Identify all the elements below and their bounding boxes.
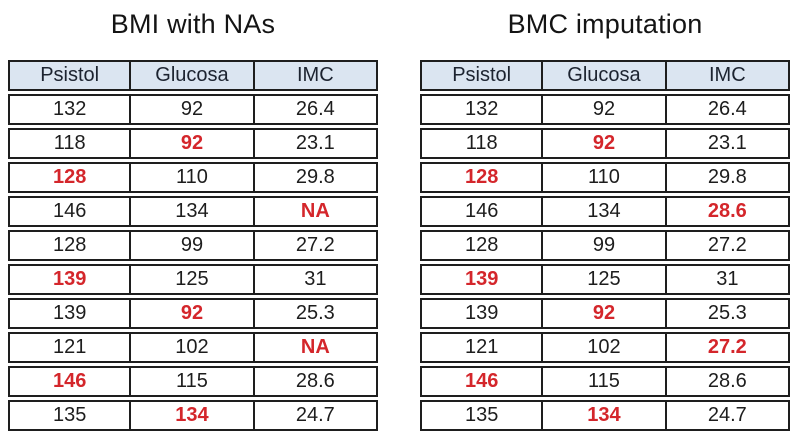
table-cell: 99 bbox=[131, 229, 255, 261]
table-panel-right: BMC imputation Psistol Glucosa IMC 132 92 26.… bbox=[420, 4, 790, 434]
table-cell: 121 bbox=[8, 331, 132, 363]
table-cell: 125 bbox=[543, 263, 667, 295]
table-row: 139 125 31 bbox=[420, 263, 790, 295]
highlighted-cell: 146 bbox=[8, 365, 132, 397]
table-cell: 92 bbox=[543, 93, 667, 125]
highlighted-cell: 27.2 bbox=[666, 331, 790, 363]
highlighted-cell: 128 bbox=[420, 161, 544, 193]
highlighted-cell: 92 bbox=[543, 297, 667, 329]
highlighted-cell: 139 bbox=[8, 263, 132, 295]
column-header: Psistol bbox=[8, 59, 132, 91]
table-cell: 128 bbox=[8, 229, 132, 261]
table-cell: 135 bbox=[420, 399, 544, 431]
highlighted-cell: 134 bbox=[131, 399, 255, 431]
table-row: 128 110 29.8 bbox=[420, 161, 790, 193]
table-cell: 31 bbox=[254, 263, 378, 295]
table-row: 128 99 27.2 bbox=[420, 229, 790, 261]
table-cell: 23.1 bbox=[254, 127, 378, 159]
highlighted-cell: 134 bbox=[543, 399, 667, 431]
highlighted-cell: 92 bbox=[543, 127, 667, 159]
table-cell: 110 bbox=[131, 161, 255, 193]
data-table-right: Psistol Glucosa IMC 132 92 26.4 118 92 23.1 128 11… bbox=[420, 57, 790, 434]
table-cell: 92 bbox=[131, 93, 255, 125]
column-header: Psistol bbox=[420, 59, 544, 91]
highlighted-cell: 139 bbox=[420, 263, 544, 295]
table-cell: 31 bbox=[666, 263, 790, 295]
table-cell: 28.6 bbox=[666, 365, 790, 397]
highlighted-cell: NA bbox=[254, 331, 378, 363]
table-cell: 118 bbox=[420, 127, 544, 159]
table-cell: 132 bbox=[420, 93, 544, 125]
table-row: 135 134 24.7 bbox=[8, 399, 378, 431]
table-cell: 102 bbox=[543, 331, 667, 363]
column-header: IMC bbox=[666, 59, 790, 91]
table-cell: 121 bbox=[420, 331, 544, 363]
table-cell: 99 bbox=[543, 229, 667, 261]
table-cell: 134 bbox=[131, 195, 255, 227]
table-row: 121 102 NA bbox=[8, 331, 378, 363]
table-cell: 132 bbox=[8, 93, 132, 125]
table-cell: 25.3 bbox=[254, 297, 378, 329]
table-panel-left: BMI with NAs Psistol Glucosa IMC 132 92 26.4 1… bbox=[8, 4, 378, 434]
table-row: 139 92 25.3 bbox=[8, 297, 378, 329]
header-row: Psistol Glucosa IMC bbox=[420, 59, 790, 91]
header-row: Psistol Glucosa IMC bbox=[8, 59, 378, 91]
table-cell: 134 bbox=[543, 195, 667, 227]
table-row: 139 125 31 bbox=[8, 263, 378, 295]
data-table-left: Psistol Glucosa IMC 132 92 26.4 118 92 23.1 128 11… bbox=[8, 57, 378, 434]
table-cell: 24.7 bbox=[254, 399, 378, 431]
table-cell: 115 bbox=[131, 365, 255, 397]
table-cell: 29.8 bbox=[666, 161, 790, 193]
table-row: 128 99 27.2 bbox=[8, 229, 378, 261]
table-cell: 139 bbox=[420, 297, 544, 329]
table-cell: 23.1 bbox=[666, 127, 790, 159]
table-cell: 24.7 bbox=[666, 399, 790, 431]
column-header: IMC bbox=[254, 59, 378, 91]
table-row: 146 134 NA bbox=[8, 195, 378, 227]
table-row: 118 92 23.1 bbox=[8, 127, 378, 159]
highlighted-cell: 92 bbox=[131, 127, 255, 159]
table-cell: 128 bbox=[420, 229, 544, 261]
table-row: 118 92 23.1 bbox=[420, 127, 790, 159]
table-title-left: BMI with NAs bbox=[110, 9, 276, 39]
table-row: 146 134 28.6 bbox=[420, 195, 790, 227]
column-header: Glucosa bbox=[131, 59, 255, 91]
table-cell: 135 bbox=[8, 399, 132, 431]
table-row: 146 115 28.6 bbox=[8, 365, 378, 397]
table-row: 121 102 27.2 bbox=[420, 331, 790, 363]
table-cell: 125 bbox=[131, 263, 255, 295]
highlighted-cell: NA bbox=[254, 195, 378, 227]
table-cell: 146 bbox=[8, 195, 132, 227]
table-cell: 27.2 bbox=[254, 229, 378, 261]
table-cell: 110 bbox=[543, 161, 667, 193]
table-row: 135 134 24.7 bbox=[420, 399, 790, 431]
table-cell: 26.4 bbox=[666, 93, 790, 125]
table-row: 146 115 28.6 bbox=[420, 365, 790, 397]
table-row: 139 92 25.3 bbox=[420, 297, 790, 329]
table-cell: 115 bbox=[543, 365, 667, 397]
table-cell: 28.6 bbox=[254, 365, 378, 397]
table-cell: 139 bbox=[8, 297, 132, 329]
table-cell: 25.3 bbox=[666, 297, 790, 329]
highlighted-cell: 28.6 bbox=[666, 195, 790, 227]
highlighted-cell: 92 bbox=[131, 297, 255, 329]
table-cell: 26.4 bbox=[254, 93, 378, 125]
table-cell: 29.8 bbox=[254, 161, 378, 193]
highlighted-cell: 146 bbox=[420, 365, 544, 397]
column-header: Glucosa bbox=[543, 59, 667, 91]
table-cell: 102 bbox=[131, 331, 255, 363]
table-cell: 146 bbox=[420, 195, 544, 227]
tables-comparison: BMI with NAs Psistol Glucosa IMC 132 92 26.4 1… bbox=[8, 4, 790, 434]
table-cell: 118 bbox=[8, 127, 132, 159]
table-cell: 27.2 bbox=[666, 229, 790, 261]
table-row: 132 92 26.4 bbox=[420, 93, 790, 125]
highlighted-cell: 128 bbox=[8, 161, 132, 193]
table-row: 132 92 26.4 bbox=[8, 93, 378, 125]
table-title-right: BMC imputation bbox=[507, 9, 703, 39]
table-row: 128 110 29.8 bbox=[8, 161, 378, 193]
